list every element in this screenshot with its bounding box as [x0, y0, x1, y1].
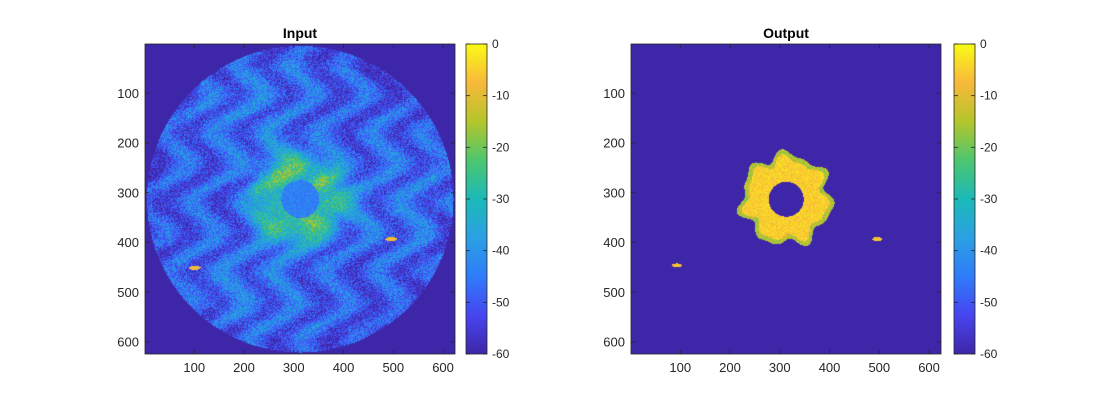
colorbar-gradient — [954, 44, 975, 354]
y-tick-label: 400 — [603, 235, 625, 250]
colorbar-tick-label: -50 — [980, 295, 998, 309]
colorbar-tick-label: 0 — [980, 37, 987, 51]
colorbar-tick-label: -10 — [492, 89, 510, 103]
output-y-ticks: 100 200 300 400 500 600 — [603, 86, 941, 350]
y-tick-label: 600 — [117, 335, 139, 350]
y-tick-label: 300 — [603, 185, 625, 200]
output-colorbar: 0 -10 -20 -30 -40 -50 -60 — [953, 37, 998, 361]
colorbar-tick-label: -60 — [492, 347, 510, 361]
x-tick-label: 400 — [333, 360, 355, 375]
y-tick-label: 500 — [117, 285, 139, 300]
colorbar-tick-label: -60 — [980, 347, 998, 361]
x-tick-label: 600 — [432, 360, 454, 375]
axes-box — [630, 43, 942, 355]
output-heatmap — [630, 43, 942, 355]
input-title: Input — [283, 25, 318, 41]
colorbar-tick-label: -50 — [492, 295, 510, 309]
y-tick-label: 100 — [117, 86, 139, 101]
x-tick-label: 500 — [868, 360, 890, 375]
colorbar-tick-label: -30 — [492, 192, 510, 206]
input-x-ticks: 100 200 300 400 500 600 — [183, 44, 454, 375]
y-tick-label: 200 — [117, 136, 139, 151]
x-tick-label: 100 — [669, 360, 691, 375]
y-tick-label: 400 — [117, 235, 139, 250]
y-tick-label: 300 — [117, 185, 139, 200]
colorbar-tick-label: 0 — [492, 37, 499, 51]
colorbar-tick-label: -10 — [980, 89, 998, 103]
axes-box — [144, 43, 456, 355]
y-tick-label: 200 — [603, 136, 625, 151]
input-y-ticks: 100 200 300 400 500 600 — [117, 86, 455, 350]
heatmap-image — [631, 44, 941, 354]
x-tick-label: 200 — [233, 360, 255, 375]
y-tick-label: 500 — [603, 285, 625, 300]
x-tick-label: 200 — [719, 360, 741, 375]
colorbar-tick-label: -30 — [980, 192, 998, 206]
x-tick-label: 600 — [918, 360, 940, 375]
heatmap-image — [145, 44, 455, 354]
y-tick-label: 100 — [603, 86, 625, 101]
colorbar-tick-label: -20 — [492, 140, 510, 154]
colorbar-tick-label: -40 — [492, 244, 510, 258]
x-tick-label: 100 — [183, 360, 205, 375]
y-tick-label: 600 — [603, 335, 625, 350]
colorbar-tick-label: -20 — [980, 140, 998, 154]
x-tick-label: 400 — [819, 360, 841, 375]
output-title: Output — [763, 25, 809, 41]
output-x-ticks: 100 200 300 400 500 600 — [669, 44, 940, 375]
input-heatmap — [144, 43, 456, 355]
x-tick-label: 300 — [283, 360, 305, 375]
x-tick-label: 500 — [382, 360, 404, 375]
input-colorbar: 0 -10 -20 -30 -40 -50 -60 — [465, 37, 510, 361]
output-panel: Output 100 200 300 400 500 600 100 200 300 400 50… — [603, 25, 997, 375]
colorbar-gradient — [466, 44, 487, 354]
x-tick-label: 300 — [769, 360, 791, 375]
input-panel: Input 100 200 300 400 500 600 100 200 300 400 500… — [117, 25, 509, 375]
colorbar-tick-label: -40 — [980, 244, 998, 258]
